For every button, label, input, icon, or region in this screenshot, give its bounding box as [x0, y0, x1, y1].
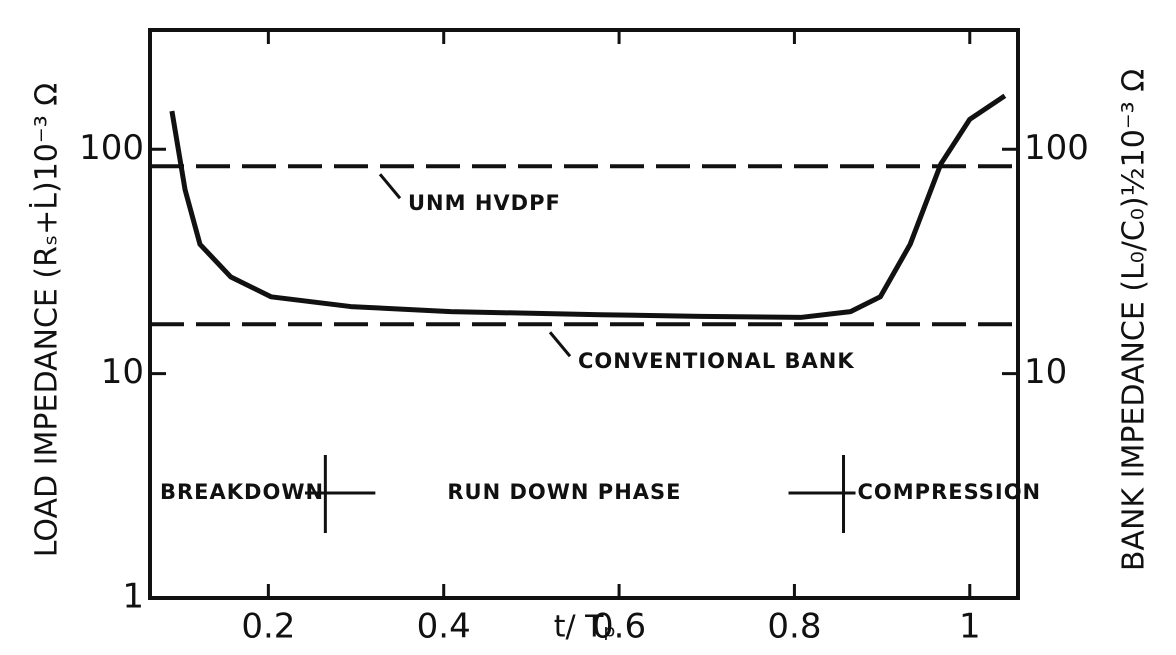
leader	[378, 173, 402, 200]
x-tick-label: 1	[959, 607, 981, 647]
y2-axis-label: BANK IMPEDANCE (L₀/C₀)½10⁻³ Ω	[1117, 69, 1152, 571]
line	[169, 93, 1007, 320]
phase-label: BREAKDOWN	[160, 480, 324, 504]
y-tick-label: 10	[101, 352, 144, 392]
y2-tick-label: 100	[1024, 128, 1089, 168]
y-tick-label: 100	[79, 128, 144, 168]
plot-frame	[148, 28, 1020, 600]
y-tick-label: 1	[122, 577, 144, 617]
x-tick-label: 0.4	[417, 607, 471, 647]
leader	[548, 331, 572, 358]
y-axis-label: LOAD IMPEDANCE (Rₛ+L̇)10⁻³ Ω	[29, 83, 64, 557]
y2-tick-label: 10	[1024, 352, 1067, 392]
x-axis-label: t/ Tₚ	[554, 610, 617, 645]
x-tick-label: 0.2	[241, 607, 295, 647]
x-tick-label: 0.6	[592, 607, 646, 647]
x-tick-label: 0.8	[767, 607, 821, 647]
phase-label: COMPRESSION	[858, 480, 1042, 504]
reference-label: UNM HVDPF	[408, 191, 561, 215]
reference-label: CONVENTIONAL BANK	[578, 349, 855, 373]
phase-label: RUN DOWN PHASE	[447, 480, 681, 504]
